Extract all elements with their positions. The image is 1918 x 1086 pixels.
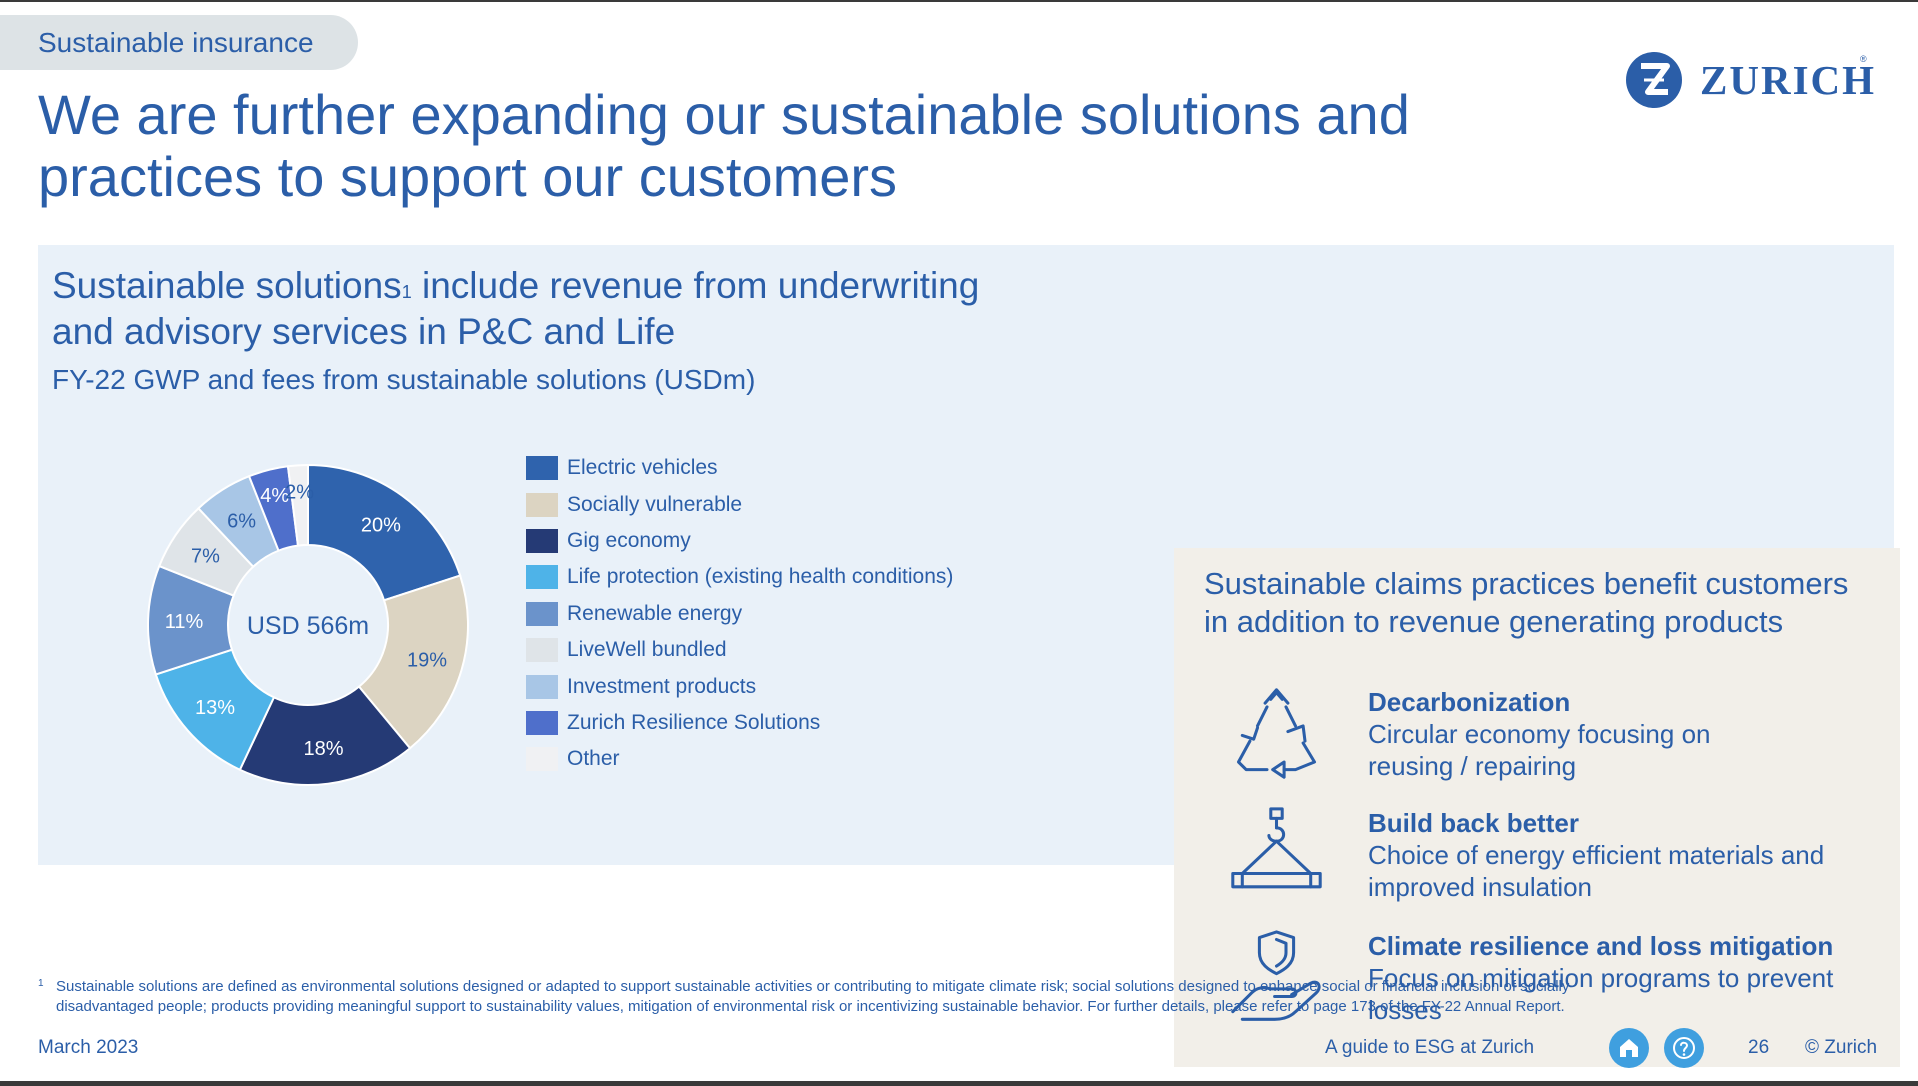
legend-label: Life protection (existing health conditi… [567,565,954,589]
legend-swatch [526,710,558,735]
home-icon [1620,1039,1638,1057]
legend-label: Other [567,747,620,771]
practice-climate-resilience: Climate resilience and loss mitigation F… [1174,930,1900,1040]
page-title-line-1: We are further expanding our sustainable… [38,83,1410,146]
practice-desc-decarbonization: Circular economy focusing on reusing / r… [1368,718,1878,782]
chart-subheading: FY-22 GWP and fees from sustainable solu… [52,364,756,395]
donut-value-label: 20% [361,515,401,537]
copyright: © Zurich [1805,1037,1878,1058]
legend-label: Socially vulnerable [567,492,743,516]
footnote-ref: 1 [401,282,412,302]
legend-item: Socially vulnerable [526,486,1086,522]
section-tag: Sustainable insurance [0,15,358,70]
legend-swatch [526,456,558,481]
legend-item: Investment products [526,668,1086,704]
legend-item: Life protection (existing health conditi… [526,559,1086,595]
legend-swatch [526,528,558,553]
practice-desc-line: losses [1368,995,1442,1025]
solutions-heading-part2: include revenue from underwriting [411,265,980,306]
donut-value-label: 7% [191,545,220,567]
legend-label: Gig economy [567,528,691,552]
donut-value-label: 6% [227,510,256,532]
claims-heading: Sustainable claims practices benefit cus… [1204,565,1884,641]
footnote-mark: 1 [38,978,44,989]
legend-item: Other [526,741,1086,777]
donut-center-total: USD 566m [247,612,369,640]
recycle-icon [1236,688,1317,779]
donut-slice-electric-vehicles [307,463,462,602]
practice-desc-line: Circular economy focusing on [1368,719,1711,749]
shield-hand-icon [1231,930,1321,1021]
help-button[interactable] [1664,1028,1704,1068]
top-border [0,0,1918,2]
legend-label: Renewable energy [567,601,743,625]
claims-card: Sustainable claims practices benefit cus… [1174,548,1900,1067]
donut-value-label: 4% [260,485,289,507]
footer-date: March 2023 [38,1037,139,1058]
legend-label: Electric vehicles [567,456,718,480]
donut-slice-other [286,463,309,547]
solutions-heading: Sustainable solutions1 include revenue f… [52,263,1052,355]
bottom-border [0,1081,1918,1086]
donut-value-label: 18% [304,738,344,760]
question-icon [1673,1037,1695,1059]
legend-swatch [526,747,558,772]
donut-value-label: 13% [195,697,235,719]
practice-desc-line: reusing / repairing [1368,751,1577,781]
donut-value-label: 2% [285,481,314,503]
home-button[interactable] [1609,1028,1649,1068]
chart-legend: Electric vehicles Socially vulnerable Gig … [526,450,1086,778]
solutions-panel: Sustainable solutions1 include revenue f… [38,245,1900,1067]
crane-hook-icon [1231,807,1322,889]
page-number: 26 [1748,1037,1770,1058]
legend-item: Renewable energy [526,596,1086,632]
legend-swatch [526,565,558,590]
practice-decarbonization: Decarbonization Circular economy focusin… [1174,686,1900,796]
practice-desc-climate-resilience: Focus on mitigation programs to prevent … [1368,962,1878,1026]
legend-label: LiveWell bundled [567,638,727,662]
donut-value-label: 19% [407,650,447,672]
legend-swatch [526,601,558,626]
footnote: Sustainable solutions are defined as env… [56,977,1696,1017]
footer-guide-link[interactable]: A guide to ESG at Zurich [1325,1037,1535,1058]
solutions-heading-line2: and advisory services in P&C and Life [52,311,676,352]
donut-value-label: 11% [165,611,204,633]
legend-item: Gig economy [526,523,1086,559]
donut-slice-socially-vulnerable [357,574,469,750]
legend-swatch [526,492,558,517]
practice-title-build-back-better: Build back better [1368,808,1579,838]
donut-slice-gig-economy [238,685,412,786]
footnote-line-1: Sustainable solutions are defined as env… [56,978,1570,995]
page-title: We are further expanding our sustainable… [38,84,1458,208]
legend-label: Zurich Resilience Solutions [567,710,821,734]
claims-heading-line2: in addition to revenue generating produc… [1204,604,1784,639]
solutions-heading-part1: Sustainable solutions [52,265,402,306]
legend-item: Electric vehicles [526,450,1086,486]
logo-wordmark: ZURICH [1700,57,1877,103]
donut-chart: 20% 19% 18% 13% 11% 7% 6%4%2% USD 566m [147,463,469,786]
practice-desc-build-back-better: Choice of energy efficient materials and… [1368,839,1878,903]
legend-item: Zurich Resilience Solutions [526,705,1086,741]
page-title-line-2: practices to support our customers [38,145,898,208]
practice-desc-line: Focus on mitigation programs to prevent [1368,963,1834,993]
legend-item: LiveWell bundled [526,632,1086,668]
legend-label: Investment products [567,674,757,698]
practice-desc-line: Choice of energy efficient materials and [1368,840,1825,870]
practice-title-climate-resilience: Climate resilience and loss mitigation [1368,931,1834,961]
practice-title-decarbonization: Decarbonization [1368,687,1571,717]
zurich-z-icon [1626,52,1682,108]
logo-registered-mark: ® [1860,54,1867,64]
zurich-logo: ZURICH ® [1624,50,1874,110]
legend-swatch [526,638,558,663]
footnote-line-2: disadvantaged people; products providing… [56,998,1565,1015]
legend-swatch [526,674,558,699]
claims-heading-line1: Sustainable claims practices benefit cus… [1204,566,1849,601]
practice-build-back-better: Build back better Choice of energy effic… [1174,807,1900,917]
practice-desc-line: improved insulation [1368,872,1593,902]
